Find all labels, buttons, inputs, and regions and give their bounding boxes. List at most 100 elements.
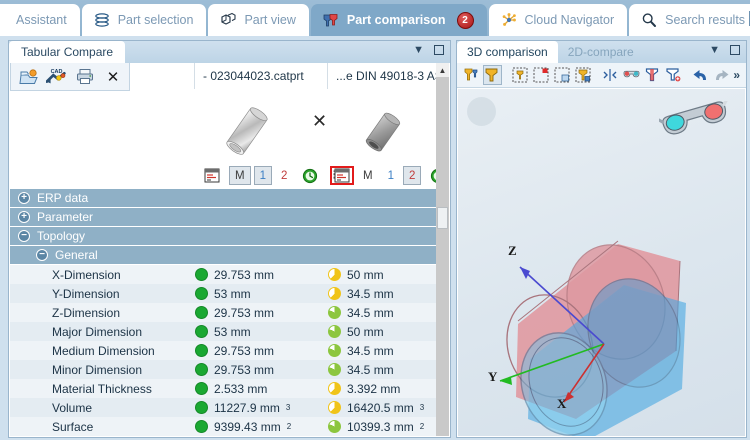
bbox-image-icon[interactable] bbox=[552, 65, 571, 85]
mode-button-2-2[interactable]: 2 bbox=[403, 166, 422, 185]
maximize-icon[interactable] bbox=[434, 45, 444, 55]
row-label: Y-Dimension bbox=[52, 286, 120, 301]
bbox-yellow-icon[interactable] bbox=[573, 65, 592, 85]
mode-button-2-1[interactable]: 2 bbox=[281, 169, 288, 182]
status-indicator-green-full bbox=[195, 325, 208, 338]
part-filter-icon[interactable] bbox=[462, 65, 481, 85]
cell-value: 2.533 mm bbox=[214, 381, 268, 396]
table-row[interactable]: Major Dimension 53 mm 50 mm bbox=[10, 322, 449, 341]
redo-icon[interactable] bbox=[712, 65, 731, 85]
group-row-general[interactable]: − General bbox=[10, 246, 449, 265]
cell-value: 29.753 mm bbox=[214, 267, 275, 282]
row-value-part-2: 50 mm bbox=[328, 325, 448, 339]
mode-button-m-2[interactable]: M bbox=[363, 169, 373, 182]
table-row[interactable]: Material Thickness 2.533 mm 3.392 mm bbox=[10, 379, 449, 398]
group-row-parameter[interactable]: + Parameter bbox=[10, 208, 449, 227]
bbox-part-icon[interactable] bbox=[511, 65, 530, 85]
row-value-part-1: 53 mm bbox=[195, 287, 328, 301]
status-indicator-lightgreen-partial bbox=[328, 363, 341, 376]
3d-viewport[interactable]: Z Y X bbox=[458, 89, 745, 436]
tab-assistant[interactable]: Assistant bbox=[0, 4, 80, 36]
group-row-erp-data[interactable]: + ERP data bbox=[10, 189, 449, 208]
tab-label: Search results bbox=[665, 13, 746, 27]
tab-part-comparison[interactable]: Part comparison 2 bbox=[310, 4, 487, 36]
cell-value: 29.753 mm bbox=[214, 362, 275, 377]
vertical-scrollbar[interactable]: ▲ bbox=[436, 63, 449, 436]
row-value-part-2: 50 mm bbox=[328, 268, 448, 282]
group-row-topology[interactable]: − Topology bbox=[10, 227, 449, 246]
table-row[interactable]: Z-Dimension 29.753 mm 34.5 mm bbox=[10, 303, 449, 322]
table-view-icon-highlighted[interactable] bbox=[330, 166, 354, 185]
maximize-icon[interactable] bbox=[730, 45, 740, 55]
filter-icon[interactable] bbox=[643, 65, 662, 85]
tab-2d-compare[interactable]: 2D-compare bbox=[558, 41, 644, 63]
status-indicator-green-full bbox=[195, 268, 208, 281]
row-value-part-1: 9399.43 mm 2 bbox=[195, 420, 328, 434]
3d-toolbar: » bbox=[457, 63, 746, 88]
expand-icon[interactable]: + bbox=[18, 211, 30, 223]
tab-label: 2D-compare bbox=[567, 45, 634, 59]
mode-button-m-1[interactable]: M bbox=[229, 166, 251, 185]
row-label: Surface bbox=[52, 419, 94, 434]
thumbnail-part-2[interactable] bbox=[354, 107, 412, 160]
table-row[interactable]: X-Dimension 29.753 mm 50 mm bbox=[10, 265, 449, 284]
mode-button-1-1[interactable]: 1 bbox=[253, 166, 272, 185]
tab-search-results[interactable]: Search results + bbox=[629, 4, 750, 36]
scroll-up-button[interactable]: ▲ bbox=[436, 63, 449, 77]
tab-part-view[interactable]: Part view bbox=[208, 4, 309, 36]
expand-icon[interactable]: + bbox=[18, 192, 30, 204]
cad-import-icon[interactable]: CAD bbox=[46, 66, 68, 88]
chevron-down-icon[interactable]: ▼ bbox=[709, 44, 720, 56]
anaglyph-glasses-icon[interactable] bbox=[622, 65, 641, 85]
table-row[interactable]: Minor Dimension 29.753 mm 34.5 mm bbox=[10, 360, 449, 379]
align-center-icon[interactable] bbox=[601, 65, 620, 85]
tab-part-selection[interactable]: Part selection bbox=[81, 4, 207, 36]
table-view-icon[interactable] bbox=[198, 166, 226, 185]
part-compare-icon[interactable] bbox=[482, 65, 502, 85]
cell-value: 50 mm bbox=[347, 324, 384, 339]
table-row[interactable]: Volume 11227.9 mm 3 16420.5 mm 3 bbox=[10, 398, 449, 417]
export-icon[interactable] bbox=[18, 66, 40, 88]
axis-label-x: X bbox=[557, 396, 567, 411]
panel-header: Tabular Compare ▼ bbox=[9, 41, 450, 63]
compare-mini-toolbar: CAD ✕ bbox=[10, 63, 130, 91]
tab-cloud-navigator[interactable]: Cloud Navigator bbox=[488, 4, 628, 36]
history-icon[interactable] bbox=[296, 166, 324, 185]
anaglyph-glasses-graphic bbox=[648, 90, 733, 140]
bbox-red-corner-icon[interactable] bbox=[531, 65, 550, 85]
table-row[interactable]: Y-Dimension 53 mm 34.5 mm bbox=[10, 284, 449, 303]
close-icon[interactable]: ✕ bbox=[102, 66, 124, 88]
panel-tab-tabular-compare[interactable]: Tabular Compare bbox=[9, 41, 126, 63]
toolbar-overflow-icon[interactable]: » bbox=[733, 68, 740, 82]
row-value-part-1: 53 mm bbox=[195, 325, 328, 339]
mode-button-1-2[interactable]: 1 bbox=[387, 169, 394, 182]
chevron-down-icon[interactable]: ▼ bbox=[413, 44, 424, 56]
row-label: Z-Dimension bbox=[52, 305, 121, 320]
tab-3d-comparison[interactable]: 3D comparison bbox=[457, 41, 558, 63]
viewport-watermark bbox=[467, 97, 496, 126]
part-thumbnail-row: ✕ bbox=[10, 89, 449, 165]
filter-add-icon[interactable] bbox=[664, 65, 683, 85]
status-indicator-yellow-partial bbox=[328, 268, 341, 281]
cell-value: 3.392 mm bbox=[347, 381, 401, 396]
tab-label: 3D comparison bbox=[467, 45, 548, 59]
status-indicator-green-full bbox=[195, 401, 208, 414]
scrollbar-thumb[interactable] bbox=[437, 207, 448, 229]
unit-exponent: 3 bbox=[419, 403, 425, 412]
row-value-part-1: 29.753 mm bbox=[195, 306, 328, 320]
print-icon[interactable] bbox=[74, 66, 96, 88]
undo-icon[interactable] bbox=[691, 65, 710, 85]
axis-tripod bbox=[499, 266, 605, 403]
tabular-compare-panel: Tabular Compare ▼ - 023044023.catprt ...… bbox=[8, 40, 476, 438]
table-row[interactable]: Medium Dimension 29.753 mm 34.5 mm bbox=[10, 341, 449, 360]
row-value-part-1: 29.753 mm bbox=[195, 363, 328, 377]
collapse-icon[interactable]: − bbox=[18, 230, 30, 242]
tab-label: Part comparison bbox=[346, 13, 446, 27]
row-label: Medium Dimension bbox=[52, 343, 155, 358]
table-row[interactable]: Surface 9399.43 mm 2 10399.3 mm 2 bbox=[10, 417, 449, 436]
axis-label-z: Z bbox=[508, 243, 517, 258]
thumbnail-part-1[interactable] bbox=[216, 103, 278, 162]
collapse-icon[interactable]: − bbox=[36, 249, 48, 261]
scrollbar-track[interactable] bbox=[436, 77, 449, 436]
